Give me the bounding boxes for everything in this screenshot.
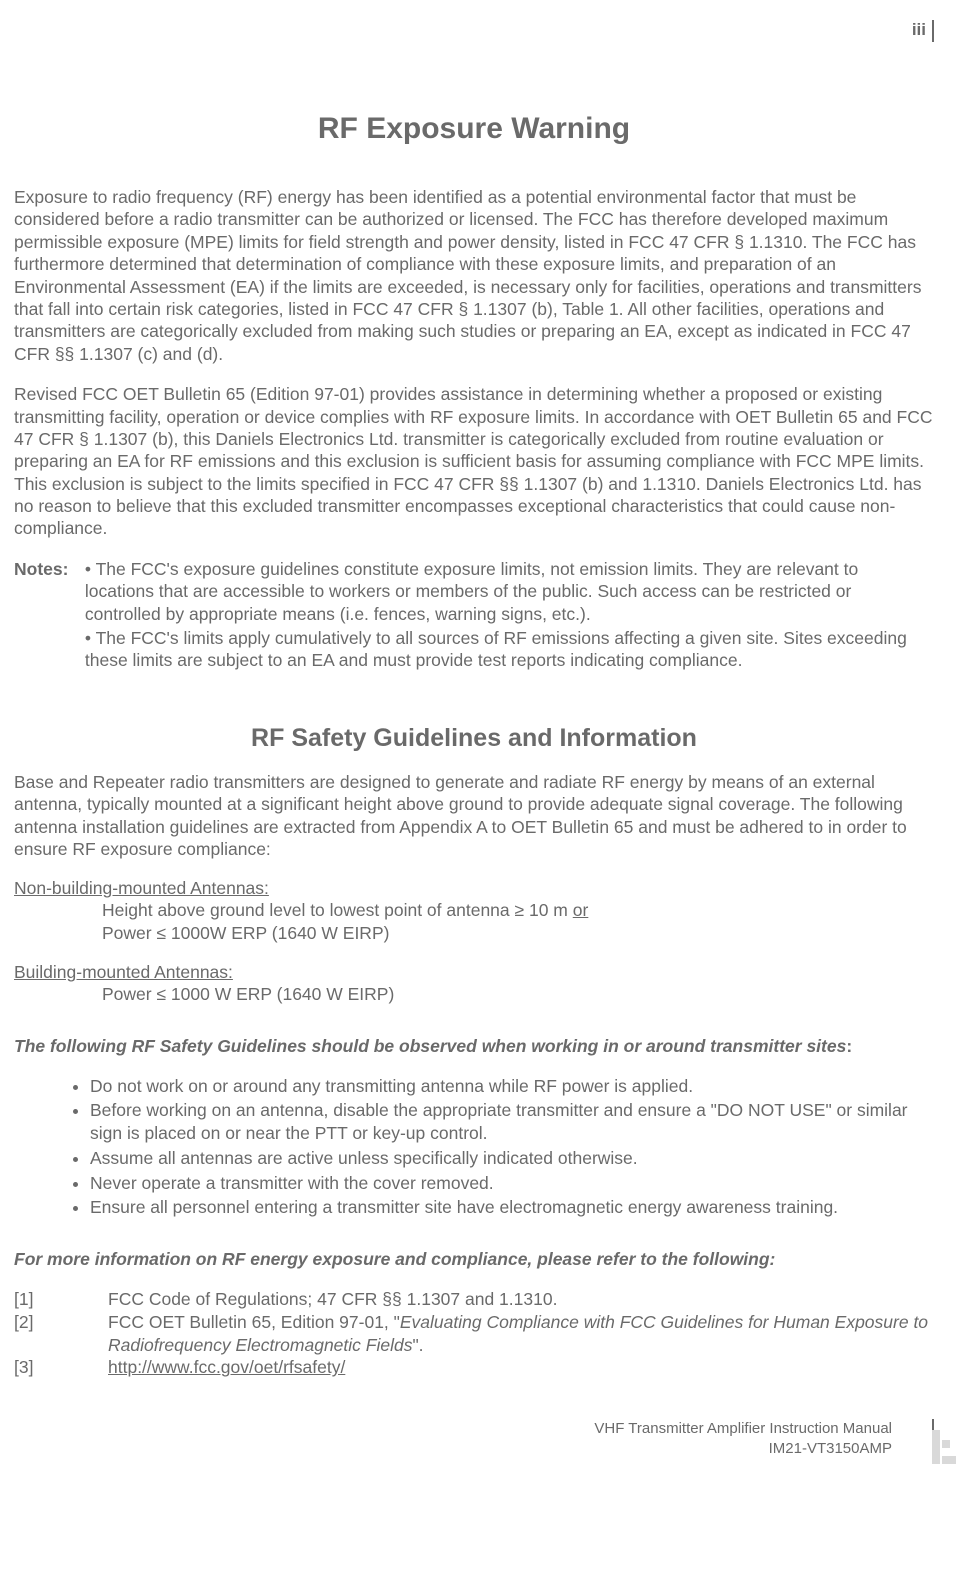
references: [1] FCC Code of Regulations; 47 CFR §§ 1… <box>14 1288 934 1379</box>
reference-number: [2] <box>14 1311 108 1357</box>
paragraph: Base and Repeater radio transmitters are… <box>14 771 934 861</box>
reference-text: http://www.fcc.gov/oet/rfsafety/ <box>108 1356 934 1379</box>
reference-number: [1] <box>14 1288 108 1311</box>
ref-text-pre: FCC OET Bulletin 65, Edition 97-01, " <box>108 1312 400 1332</box>
reference-row: [1] FCC Code of Regulations; 47 CFR §§ 1… <box>14 1288 934 1311</box>
note-text: The FCC's limits apply cumulatively to a… <box>85 628 907 670</box>
page-footer: VHF Transmitter Amplifier Instruction Ma… <box>14 1419 934 1458</box>
guidelines-heading-text: The following RF Safety Guidelines shoul… <box>14 1036 846 1056</box>
footer-line1: VHF Transmitter Amplifier Instruction Ma… <box>594 1420 892 1437</box>
list-item: Assume all antennas are active unless sp… <box>90 1147 934 1170</box>
reference-row: [3] http://www.fcc.gov/oet/rfsafety/ <box>14 1356 934 1379</box>
brand-mark-icon <box>930 1430 956 1464</box>
or-word: or <box>573 900 589 920</box>
reference-text: FCC Code of Regulations; 47 CFR §§ 1.130… <box>108 1288 934 1311</box>
reference-text: FCC OET Bulletin 65, Edition 97-01, "Eva… <box>108 1311 934 1357</box>
paragraph: Exposure to radio frequency (RF) energy … <box>14 186 934 365</box>
colon: : <box>846 1036 852 1056</box>
reference-link[interactable]: http://www.fcc.gov/oet/rfsafety/ <box>108 1357 345 1377</box>
section-title-rf-safety: RF Safety Guidelines and Information <box>14 724 934 753</box>
note-item: • The FCC's exposure guidelines constitu… <box>85 558 915 625</box>
note-text: The FCC's exposure guidelines constitute… <box>85 559 858 624</box>
notes-bullets: • The FCC's exposure guidelines constitu… <box>85 558 915 674</box>
section-title-rf-exposure: RF Exposure Warning <box>14 112 934 146</box>
safety-guidelines-list: Do not work on or around any transmittin… <box>66 1075 934 1220</box>
note-item: • The FCC's limits apply cumulatively to… <box>85 627 915 672</box>
list-item: Never operate a transmitter with the cov… <box>90 1172 934 1195</box>
antenna-spec: Height above ground level to lowest poin… <box>102 899 934 944</box>
spec-line: Power ≤ 1000W ERP (1640 W EIRP) <box>102 923 389 943</box>
guidelines-heading: The following RF Safety Guidelines shoul… <box>14 1036 934 1057</box>
reference-number: [3] <box>14 1356 108 1379</box>
document-page: iii RF Exposure Warning Exposure to radi… <box>0 0 964 1478</box>
notes-label: Notes: <box>14 558 80 580</box>
list-item: Do not work on or around any transmittin… <box>90 1075 934 1098</box>
spec-line: Power ≤ 1000 W ERP (1640 W EIRP) <box>102 984 394 1004</box>
spec-line: Height above ground level to lowest poin… <box>102 900 573 920</box>
antenna-spec: Power ≤ 1000 W ERP (1640 W EIRP) <box>102 983 934 1005</box>
page-number: iii <box>14 20 934 42</box>
list-item: Before working on an antenna, disable th… <box>90 1099 934 1145</box>
paragraph: Revised FCC OET Bulletin 65 (Edition 97-… <box>14 383 934 540</box>
more-info-heading: For more information on RF energy exposu… <box>14 1249 934 1270</box>
antenna-subhead: Non-building-mounted Antennas: <box>14 878 934 899</box>
notes-block: Notes: • The FCC's exposure guidelines c… <box>14 558 934 674</box>
antenna-subhead: Building-mounted Antennas: <box>14 962 934 983</box>
reference-row: [2] FCC OET Bulletin 65, Edition 97-01, … <box>14 1311 934 1357</box>
list-item: Ensure all personnel entering a transmit… <box>90 1196 934 1219</box>
footer-line2: IM21-VT3150AMP <box>769 1440 892 1457</box>
ref-text-post: ". <box>412 1335 423 1355</box>
